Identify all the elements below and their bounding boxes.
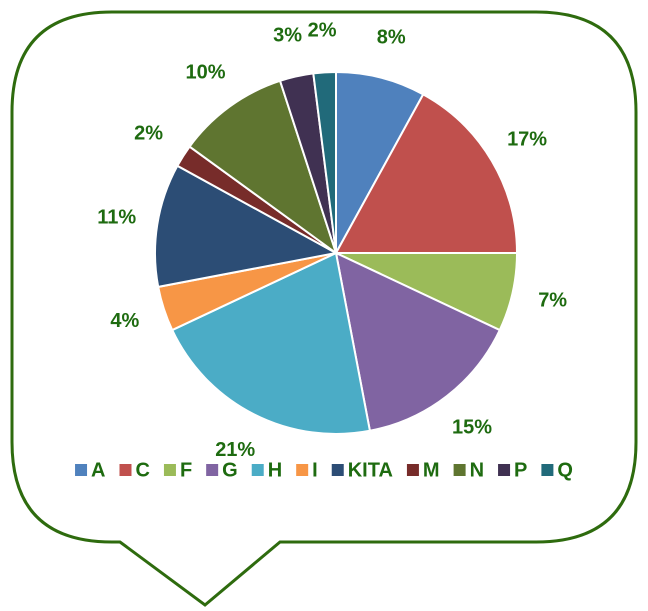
pie-slice (154, 164, 339, 289)
pie-slice (170, 251, 372, 435)
legend-swatch (331, 464, 344, 476)
legend-swatch (406, 464, 419, 476)
data-label: 15% (452, 417, 492, 439)
legend-label: G (222, 459, 238, 481)
data-label: 17% (507, 128, 547, 150)
pie-slice (334, 93, 519, 254)
legend-label: C (135, 459, 149, 481)
legend-swatch (251, 464, 264, 476)
legend-label: N (470, 459, 484, 481)
data-label: 2% (134, 122, 163, 144)
data-label: 3% (273, 25, 302, 47)
data-label: 7% (538, 290, 567, 312)
data-label: 4% (110, 310, 139, 332)
legend-swatch (296, 464, 309, 476)
data-label: 21% (215, 439, 255, 461)
legend-label: F (180, 459, 192, 481)
legend-label: A (91, 459, 105, 481)
legend-label: H (268, 459, 282, 481)
data-label: 8% (377, 26, 406, 48)
pie-slice (188, 79, 338, 256)
pie-slice (312, 70, 337, 254)
legend-swatch (75, 464, 88, 476)
legend-label: P (514, 459, 527, 481)
legend-label: M (423, 459, 440, 481)
legend-swatch (163, 464, 176, 476)
legend-swatch (453, 464, 466, 476)
legend-label: I (312, 459, 318, 481)
legend-label: Q (557, 459, 573, 481)
legend-label: KITA (348, 459, 393, 481)
data-label: 10% (185, 62, 225, 84)
legend-swatch (206, 464, 219, 476)
pie-slice (334, 251, 502, 432)
legend-swatch (119, 464, 132, 476)
legend-swatch (541, 464, 554, 476)
legend-swatch (498, 464, 511, 476)
data-label: 2% (308, 20, 337, 42)
pie-slice (335, 70, 425, 254)
data-label: 11% (97, 207, 136, 229)
